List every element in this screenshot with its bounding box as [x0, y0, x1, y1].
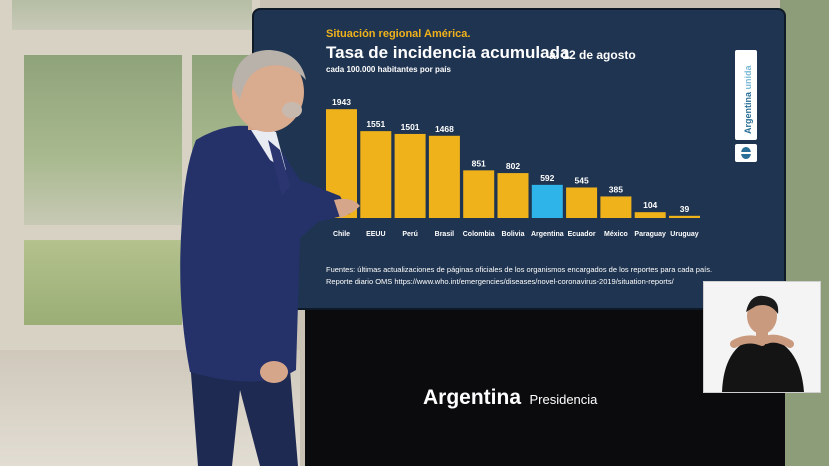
footer-brand-main: Argentina [423, 386, 522, 409]
category-label: EEUU [366, 231, 385, 238]
data-label: 1468 [435, 124, 454, 134]
data-label: 592 [540, 173, 554, 183]
presentation-screen: Situación regional América. Tasa de inci… [254, 10, 784, 308]
sign-language-interpreter [703, 281, 821, 393]
coat-of-arms-icon [735, 144, 757, 162]
data-label: 851 [472, 158, 486, 168]
category-label: Perú [402, 231, 418, 238]
category-label: Bolivia [502, 231, 525, 238]
category-label: Colombia [463, 231, 495, 238]
bar-argentina [531, 184, 563, 218]
bar-méxico [600, 196, 632, 218]
category-label: Uruguay [670, 231, 699, 238]
side-brand-logo: Argentina unida [735, 50, 757, 140]
data-label: 39 [680, 204, 690, 214]
category-label: Brasil [435, 231, 455, 238]
window-pane [24, 240, 182, 325]
window-pane [12, 0, 252, 30]
data-label: 385 [609, 184, 623, 194]
bar-uruguay [669, 215, 700, 218]
data-label: 1943 [332, 97, 351, 107]
data-label: 545 [575, 175, 589, 185]
category-label: Paraguay [634, 231, 666, 238]
chart-subtitle: Situación regional América. [326, 28, 471, 40]
data-label: 104 [643, 200, 657, 210]
bar-paraguay [634, 212, 666, 218]
footer-brand-sub: Presidencia [529, 392, 598, 407]
data-label: 802 [506, 161, 520, 171]
chart-date: al 12 de agosto [549, 48, 636, 62]
bar-ecuador [566, 187, 598, 218]
bar-brasil [428, 135, 460, 218]
chart-unit-note: cada 100.000 habitantes por país [326, 65, 451, 74]
sources-line-1: Fuentes: últimas actualizaciones de pági… [326, 265, 713, 274]
sources-line-2: Reporte diario OMS https://www.who.int/e… [326, 277, 674, 286]
category-label: México [604, 231, 628, 238]
bar-perú [394, 133, 426, 218]
category-label: Chile [333, 231, 350, 238]
chart-title: Tasa de incidencia acumulada [326, 43, 570, 62]
bar-chart: 1943 Chile 1551 EEUU 1501 Perú 1468 Brasil 851 Co… [326, 97, 700, 238]
footer-brand: Argentina Presidencia [423, 386, 597, 410]
data-label: 1501 [401, 122, 420, 132]
bar-colombia [463, 170, 495, 218]
category-label: Ecuador [568, 231, 596, 238]
data-label: 1551 [366, 119, 385, 129]
bar-eeuu [360, 131, 392, 218]
bar-bolivia [497, 173, 529, 218]
window-pane [24, 55, 182, 225]
category-label: Argentina [531, 231, 564, 238]
